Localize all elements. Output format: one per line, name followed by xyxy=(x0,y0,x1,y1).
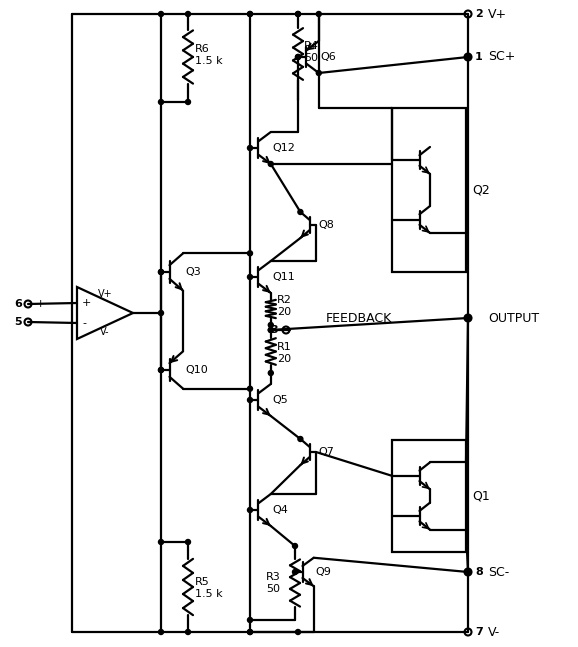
Bar xyxy=(392,440,466,552)
Circle shape xyxy=(316,71,321,76)
Text: 7: 7 xyxy=(475,627,483,637)
Circle shape xyxy=(295,54,301,60)
Circle shape xyxy=(465,316,470,320)
Text: R6
1.5 k: R6 1.5 k xyxy=(195,44,223,66)
Text: V+: V+ xyxy=(98,289,112,299)
Circle shape xyxy=(247,274,253,280)
Circle shape xyxy=(186,100,191,105)
Circle shape xyxy=(158,367,164,373)
Circle shape xyxy=(247,617,253,622)
Text: Q11: Q11 xyxy=(273,272,295,282)
Circle shape xyxy=(247,12,253,17)
Circle shape xyxy=(465,316,470,320)
Circle shape xyxy=(295,630,301,635)
Text: 2: 2 xyxy=(475,9,483,19)
Circle shape xyxy=(295,54,301,60)
Text: R2
20: R2 20 xyxy=(277,295,292,317)
Text: Q8: Q8 xyxy=(318,220,334,230)
Text: Q2: Q2 xyxy=(472,184,490,197)
Text: OUTPUT: OUTPUT xyxy=(488,311,539,325)
Circle shape xyxy=(268,327,273,333)
Circle shape xyxy=(268,322,273,327)
Text: Q9: Q9 xyxy=(316,567,332,577)
Text: 5: 5 xyxy=(14,317,22,327)
Circle shape xyxy=(158,270,164,274)
Circle shape xyxy=(247,630,253,635)
Text: V-: V- xyxy=(100,327,110,337)
Circle shape xyxy=(186,12,191,17)
Text: Q1: Q1 xyxy=(472,490,490,503)
Circle shape xyxy=(292,543,298,549)
Text: V-: V- xyxy=(488,626,500,639)
Circle shape xyxy=(158,12,164,17)
Text: Q12: Q12 xyxy=(273,143,296,153)
Circle shape xyxy=(247,507,253,512)
Circle shape xyxy=(295,12,301,17)
Text: R1
20: R1 20 xyxy=(277,342,291,364)
Circle shape xyxy=(465,54,470,60)
Circle shape xyxy=(247,386,253,391)
Text: R5
1.5 k: R5 1.5 k xyxy=(195,577,223,599)
Circle shape xyxy=(295,12,301,17)
Text: SC-: SC- xyxy=(488,565,509,578)
Circle shape xyxy=(465,569,470,575)
Text: V+: V+ xyxy=(488,8,507,21)
Text: Q4: Q4 xyxy=(273,505,288,515)
Circle shape xyxy=(158,311,164,316)
Circle shape xyxy=(158,100,164,105)
Circle shape xyxy=(268,162,273,166)
Circle shape xyxy=(247,397,253,402)
Text: -: - xyxy=(36,317,40,327)
Text: SC+: SC+ xyxy=(488,50,516,63)
Circle shape xyxy=(158,367,164,373)
Text: +: + xyxy=(36,299,46,309)
Circle shape xyxy=(158,630,164,635)
Text: Q10: Q10 xyxy=(185,365,208,375)
Text: R3
50: R3 50 xyxy=(266,572,281,594)
Circle shape xyxy=(158,270,164,274)
Text: Q7: Q7 xyxy=(318,447,334,457)
Text: 1: 1 xyxy=(475,52,483,62)
Circle shape xyxy=(186,630,191,635)
Circle shape xyxy=(316,12,321,17)
Text: -: - xyxy=(82,318,86,328)
Circle shape xyxy=(268,371,273,375)
Circle shape xyxy=(298,437,303,441)
Text: 3: 3 xyxy=(271,325,278,335)
Bar xyxy=(392,108,466,272)
Circle shape xyxy=(158,540,164,545)
Text: Q3: Q3 xyxy=(185,267,201,277)
Circle shape xyxy=(247,630,253,635)
Circle shape xyxy=(247,12,253,17)
Text: 6: 6 xyxy=(14,299,22,309)
Circle shape xyxy=(298,210,303,215)
Circle shape xyxy=(268,327,273,333)
Text: Q5: Q5 xyxy=(273,395,288,405)
Text: Q6: Q6 xyxy=(321,52,336,62)
Circle shape xyxy=(292,569,298,575)
Circle shape xyxy=(247,146,253,151)
Text: FEEDBACK: FEEDBACK xyxy=(326,311,392,325)
Text: R4
50: R4 50 xyxy=(304,41,319,63)
Text: +: + xyxy=(82,298,91,308)
Text: 8: 8 xyxy=(475,567,483,577)
Circle shape xyxy=(186,540,191,545)
Circle shape xyxy=(247,251,253,256)
